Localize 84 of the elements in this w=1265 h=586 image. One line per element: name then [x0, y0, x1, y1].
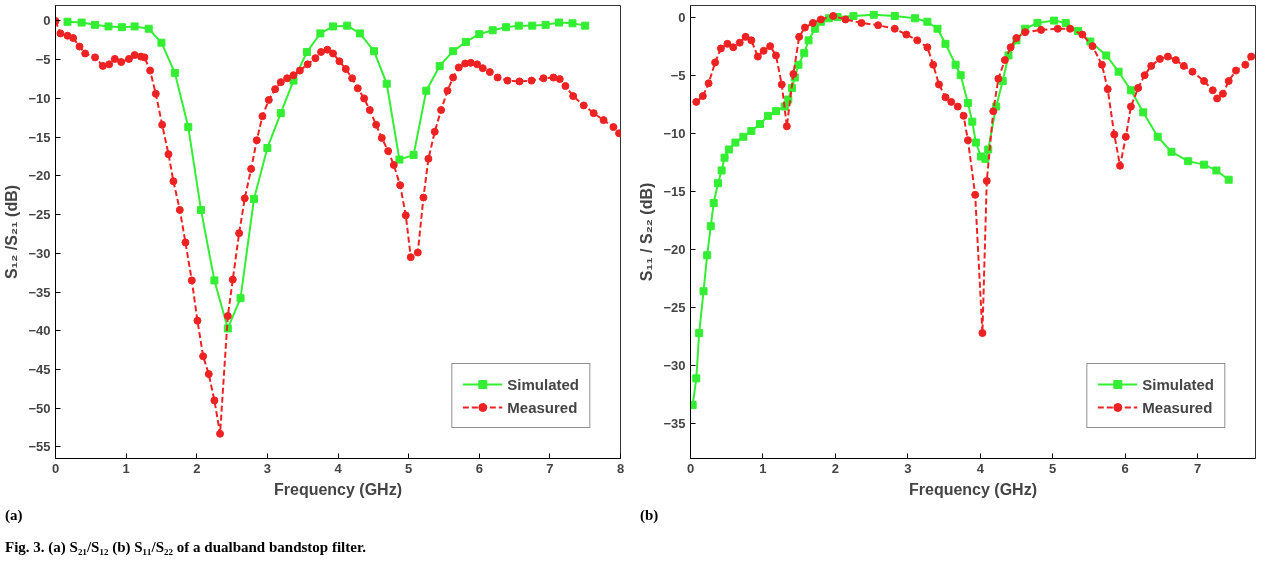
point [461, 37, 470, 46]
y-tick-label: −30 [28, 245, 51, 261]
x-tick-label: 1 [759, 460, 767, 476]
x-tick-label: 3 [263, 460, 271, 476]
y-tick-label: −30 [663, 358, 686, 374]
point [382, 79, 391, 88]
point [302, 47, 311, 56]
point [196, 205, 205, 214]
x-tick-label: 6 [1121, 460, 1129, 476]
legend-label: Simulated [1142, 375, 1214, 393]
x-axis-title: Frequency (GHz) [908, 480, 1038, 498]
x-tick-label: 5 [405, 460, 413, 476]
legend-label: Measured [1142, 398, 1213, 416]
point [77, 18, 86, 27]
y-tick-label: −20 [28, 168, 51, 184]
point [355, 29, 364, 38]
point [343, 21, 352, 30]
x-tick-label: 5 [1049, 460, 1057, 476]
point [316, 29, 325, 38]
y-axis-title: S₁₂ /S₂₁ (dB) [3, 184, 21, 280]
point [488, 26, 497, 35]
x-tick-label: 7 [1193, 460, 1202, 476]
point [104, 22, 113, 31]
point [184, 123, 193, 132]
x-tick-label: 6 [475, 460, 483, 476]
x-axis-title: Frequency (GHz) [273, 480, 403, 498]
point [475, 30, 484, 39]
x-tick-label: 4 [334, 460, 343, 476]
point [144, 24, 153, 33]
point [422, 86, 431, 95]
text: (b) [640, 506, 659, 525]
y-tick-label: −25 [28, 207, 51, 223]
y-tick-label: −15 [663, 183, 686, 199]
point [370, 47, 379, 56]
y-tick-label: −25 [663, 300, 686, 315]
point [581, 21, 590, 30]
y-tick-label: −35 [663, 416, 686, 432]
y-tick-label: −35 [28, 284, 51, 300]
point [409, 150, 418, 159]
point [435, 61, 444, 70]
x-tick-label: 4 [976, 460, 985, 476]
y-tick-label: −10 [28, 90, 51, 106]
point [63, 17, 72, 26]
x-tick-label: 2 [831, 460, 839, 476]
legend-label: Measured [507, 398, 578, 416]
x-tick-label: 3 [904, 460, 912, 476]
point [329, 22, 338, 31]
point [263, 143, 272, 152]
point [395, 155, 404, 164]
point [117, 23, 126, 32]
point [170, 68, 179, 77]
y-tick-label: −5 [35, 52, 51, 68]
point [236, 294, 245, 303]
text: (a) [5, 506, 23, 525]
y-tick-label: −50 [28, 400, 51, 416]
point [91, 20, 100, 29]
y-tick-label: −20 [663, 241, 686, 257]
y-tick-label: −40 [28, 323, 51, 339]
x-tick-label: 8 [616, 460, 625, 476]
y-tick-label: −45 [28, 361, 51, 377]
point [210, 276, 219, 285]
point [130, 22, 139, 31]
x-tick-label: 1 [122, 460, 130, 476]
x-tick-label: 7 [546, 460, 554, 476]
point [276, 109, 285, 118]
point [555, 18, 564, 27]
point [528, 21, 537, 30]
point [514, 21, 523, 30]
point [449, 47, 458, 56]
point [502, 23, 511, 32]
point [541, 20, 550, 29]
y-tick-label: 0 [678, 9, 686, 25]
y-tick-label: −10 [663, 125, 686, 141]
y-axis-title: S₁₁ / S₂₂ (dB) [638, 182, 656, 282]
caption: Fig. 3. (a) S₂₁/S₁₂ (b) S₁₁/S₂₂ of a dualband bandstop filter. [5, 538, 366, 557]
y-tick-label: −5 [670, 67, 686, 83]
legend-label: Simulated [507, 375, 579, 393]
point [157, 38, 166, 47]
x-tick-label: 2 [193, 460, 201, 476]
point [249, 195, 258, 204]
point [568, 19, 577, 28]
y-tick-label: −15 [28, 129, 51, 145]
y-tick-label: −55 [28, 439, 51, 455]
y-tick-label: 0 [43, 13, 51, 29]
